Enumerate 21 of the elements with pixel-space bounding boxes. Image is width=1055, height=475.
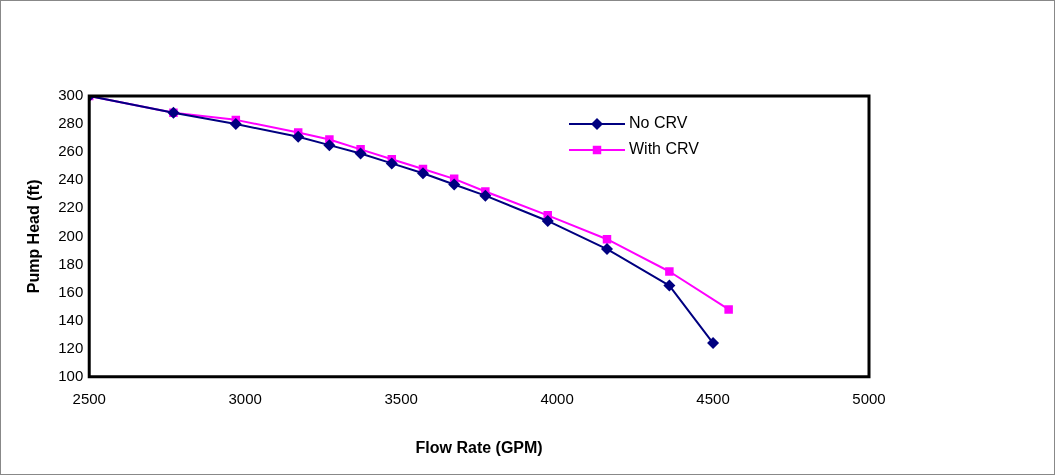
y-tick-label: 240 <box>58 170 84 188</box>
y-tick-label: 300 <box>58 86 84 104</box>
x-tick-label: 3000 <box>228 389 262 407</box>
y-tick-label: 120 <box>58 338 84 356</box>
y-tick-label: 100 <box>58 366 84 384</box>
legend-label: No CRV <box>629 114 688 132</box>
y-tick-label: 140 <box>58 310 84 328</box>
y-tick-label: 220 <box>58 198 84 216</box>
x-tick-label: 3500 <box>384 389 418 407</box>
x-axis-title: Flow Rate (GPM) <box>415 438 543 456</box>
x-tick-label: 4000 <box>540 389 574 407</box>
y-tick-label: 280 <box>58 114 84 132</box>
legend-label: With CRV <box>629 140 700 158</box>
y-axis-title: Pump Head (ft) <box>25 179 43 294</box>
x-tick-label: 2500 <box>72 389 106 407</box>
y-tick-label: 260 <box>58 142 84 160</box>
y-tick-label: 180 <box>58 254 84 272</box>
x-tick-label: 4500 <box>696 389 730 407</box>
x-tick-label: 5000 <box>852 389 886 407</box>
y-tick-label: 200 <box>58 226 84 244</box>
y-tick-label: 160 <box>58 282 84 300</box>
